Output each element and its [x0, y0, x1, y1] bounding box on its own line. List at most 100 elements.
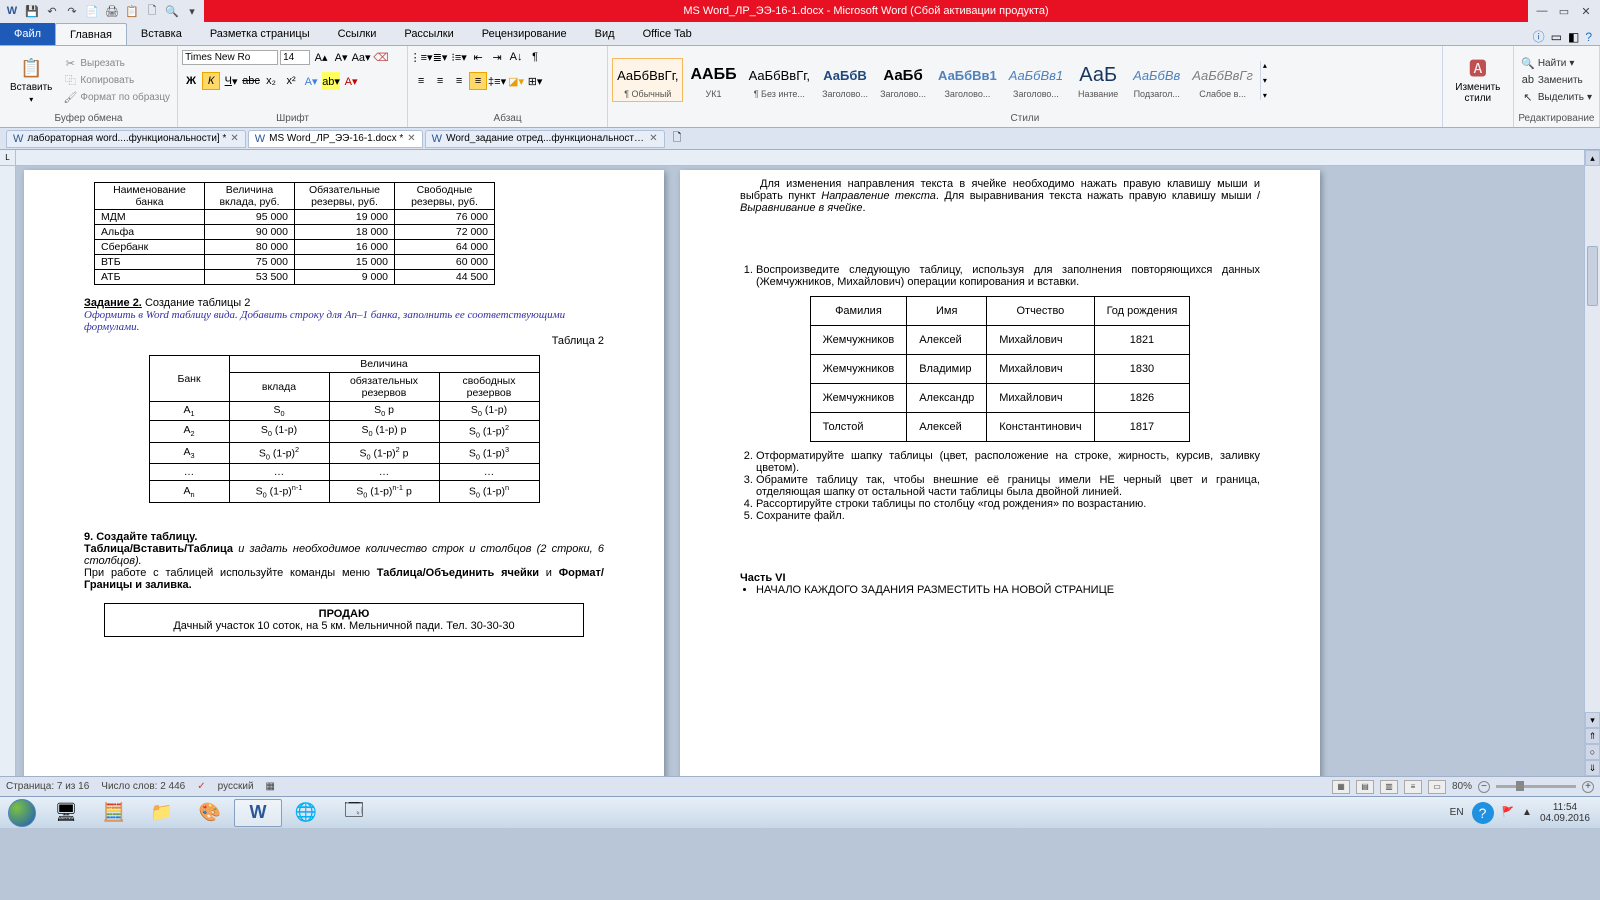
- file-tab[interactable]: Файл: [0, 23, 55, 45]
- bold-button[interactable]: Ж: [182, 72, 200, 90]
- status-words[interactable]: Число слов: 2 446: [101, 781, 185, 792]
- style-item-5[interactable]: АаБбВв1Заголово...: [933, 58, 1002, 102]
- underline-button[interactable]: Ч▾: [222, 72, 240, 90]
- new-icon[interactable]: 🗋: [144, 3, 160, 19]
- scroll-down-icon[interactable]: ▾: [1585, 712, 1600, 728]
- tray-action-icon[interactable]: ▲: [1522, 807, 1532, 818]
- taskbar-explorer[interactable]: 📁: [138, 799, 186, 827]
- text-effects-icon[interactable]: A▾: [302, 72, 320, 90]
- grow-font-icon[interactable]: A▴: [312, 48, 330, 66]
- prev-page-icon[interactable]: ⇑: [1585, 728, 1600, 744]
- align-justify-icon[interactable]: ≡: [469, 72, 487, 90]
- font-color-icon[interactable]: A▾: [342, 72, 360, 90]
- view-outline-icon[interactable]: ≡: [1404, 780, 1422, 794]
- copy-button[interactable]: ⿻Копировать: [60, 72, 173, 88]
- tray-lang[interactable]: EN: [1450, 807, 1464, 818]
- ribbon-more-icon[interactable]: ◧: [1568, 30, 1579, 44]
- highlight-icon[interactable]: ab▾: [322, 72, 340, 90]
- maximize-icon[interactable]: ▭: [1554, 3, 1574, 19]
- scroll-thumb[interactable]: [1587, 246, 1598, 306]
- format-painter-button[interactable]: 🖌Формат по образцу: [60, 89, 173, 105]
- macro-icon[interactable]: ▦: [266, 781, 275, 792]
- doc-tab-0[interactable]: Wлабораторная word....функциональности] …: [6, 130, 246, 148]
- paste-button[interactable]: 📋 Вставить ▾: [4, 54, 58, 106]
- font-name-select[interactable]: [182, 50, 278, 65]
- status-lang[interactable]: русский: [218, 781, 254, 792]
- view-web-icon[interactable]: ▥: [1380, 780, 1398, 794]
- word-icon[interactable]: W: [4, 3, 20, 19]
- save-icon[interactable]: 💾: [24, 3, 40, 19]
- numbering-icon[interactable]: ≣▾: [431, 48, 449, 66]
- qat-icon-2[interactable]: 📋: [124, 3, 140, 19]
- style-item-9[interactable]: АаБбВвГгСлабое в...: [1187, 58, 1258, 102]
- view-print-icon[interactable]: ▦: [1332, 780, 1350, 794]
- taskbar-chrome[interactable]: 🌐: [282, 799, 330, 827]
- doc-tab-1[interactable]: WMS Word_ЛР_ЭЭ-16-1.docx *✕: [248, 130, 423, 148]
- tray-clock[interactable]: 11:54 04.09.2016: [1540, 802, 1590, 824]
- style-item-0[interactable]: АаБбВвГг,¶ Обычный: [612, 58, 683, 102]
- status-page[interactable]: Страница: 7 из 16: [6, 781, 89, 792]
- find-button[interactable]: 🔍Найти ▾: [1518, 55, 1595, 71]
- bullets-icon[interactable]: ⋮≡▾: [412, 48, 430, 66]
- tab-refs[interactable]: Ссылки: [324, 23, 391, 45]
- zoom-level[interactable]: 80%: [1452, 781, 1472, 792]
- taskbar-app-2[interactable]: 🧮: [90, 799, 138, 827]
- start-button[interactable]: [2, 798, 42, 828]
- change-styles-button[interactable]: 🅰 Изменить стили: [1447, 54, 1509, 106]
- align-left-icon[interactable]: ≡: [412, 72, 430, 90]
- tab-close-icon[interactable]: ✕: [230, 133, 238, 144]
- style-item-7[interactable]: АаБНазвание: [1070, 58, 1126, 102]
- style-item-4[interactable]: АаБбЗаголово...: [875, 58, 931, 102]
- redo-icon[interactable]: ↷: [64, 3, 80, 19]
- zoom-slider[interactable]: [1496, 785, 1576, 788]
- print-icon[interactable]: 🖨: [104, 3, 120, 19]
- tab-close-icon[interactable]: ✕: [407, 133, 415, 144]
- close-icon[interactable]: ✕: [1576, 3, 1596, 19]
- multilevel-icon[interactable]: ⁝≡▾: [450, 48, 468, 66]
- tab-insert[interactable]: Вставка: [127, 23, 196, 45]
- tab-mail[interactable]: Рассылки: [390, 23, 467, 45]
- shading-icon[interactable]: ◪▾: [507, 72, 525, 90]
- style-item-1[interactable]: ААББУК1: [685, 58, 741, 102]
- pilcrow-icon[interactable]: ¶: [526, 48, 544, 66]
- style-item-2[interactable]: АаБбВвГг,¶ Без инте...: [744, 58, 815, 102]
- style-item-6[interactable]: АаБбВв1Заголово...: [1004, 58, 1068, 102]
- shrink-font-icon[interactable]: A▾: [332, 48, 350, 66]
- tab-layout[interactable]: Разметка страницы: [196, 23, 324, 45]
- strike-button[interactable]: abc: [242, 72, 260, 90]
- ruler-horizontal[interactable]: [16, 150, 1584, 166]
- taskbar-app-1[interactable]: 🖥: [42, 799, 90, 827]
- font-size-select[interactable]: [280, 50, 310, 65]
- view-read-icon[interactable]: ▤: [1356, 780, 1374, 794]
- tab-review[interactable]: Рецензирование: [468, 23, 581, 45]
- align-center-icon[interactable]: ≡: [431, 72, 449, 90]
- scroll-up-icon[interactable]: ▴: [1585, 150, 1600, 166]
- help-icon[interactable]: ⓘ: [1533, 28, 1545, 45]
- styles-more-icon[interactable]: ▴▾▾: [1260, 61, 1269, 100]
- ribbon-help2-icon[interactable]: ?: [1585, 30, 1592, 44]
- tray-flag-icon[interactable]: 🚩: [1502, 807, 1514, 818]
- subscript-button[interactable]: x₂: [262, 72, 280, 90]
- view-draft-icon[interactable]: ▭: [1428, 780, 1446, 794]
- sort-icon[interactable]: A↓: [507, 48, 525, 66]
- style-item-8[interactable]: АаБбВвПодзагол...: [1128, 58, 1185, 102]
- preview-icon[interactable]: 🔍: [164, 3, 180, 19]
- align-right-icon[interactable]: ≡: [450, 72, 468, 90]
- browse-object-icon[interactable]: ○: [1585, 744, 1600, 760]
- ruler-vertical[interactable]: [0, 166, 16, 776]
- italic-button[interactable]: К: [202, 72, 220, 90]
- tab-close-icon[interactable]: ✕: [649, 133, 657, 144]
- borders-icon[interactable]: ⊞▾: [526, 72, 544, 90]
- qat-more-icon[interactable]: ▾: [184, 3, 200, 19]
- tab-view[interactable]: Вид: [581, 23, 629, 45]
- indent-dec-icon[interactable]: ⇤: [469, 48, 487, 66]
- minimize-icon[interactable]: —: [1532, 3, 1552, 19]
- undo-icon[interactable]: ↶: [44, 3, 60, 19]
- tab-home[interactable]: Главная: [55, 23, 127, 45]
- next-page-icon[interactable]: ⇓: [1585, 760, 1600, 776]
- indent-inc-icon[interactable]: ⇥: [488, 48, 506, 66]
- cut-button[interactable]: ✂Вырезать: [60, 55, 173, 71]
- tab-office[interactable]: Office Tab: [629, 23, 706, 45]
- taskbar-paint[interactable]: 🎨: [186, 799, 234, 827]
- vertical-scrollbar[interactable]: ▴ ▾ ⇑ ○ ⇓: [1584, 150, 1600, 776]
